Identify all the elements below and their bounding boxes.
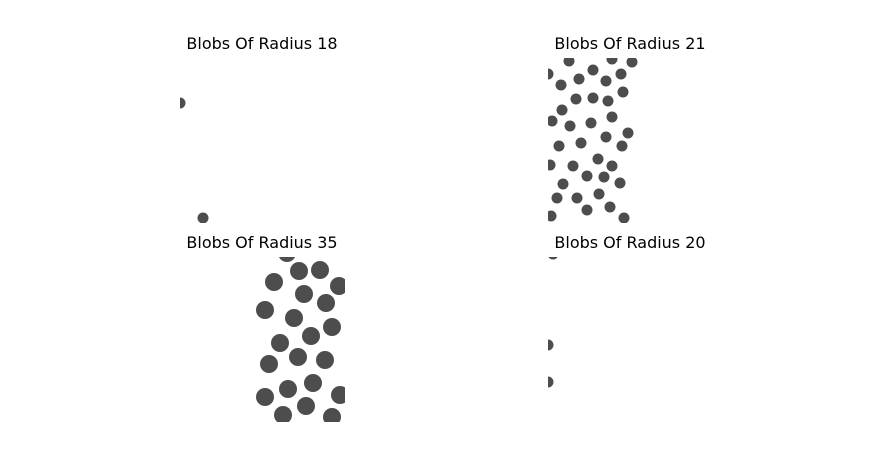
blob — [548, 210, 557, 222]
blob — [571, 192, 583, 204]
blob — [606, 111, 618, 123]
blob — [581, 170, 593, 182]
blob — [587, 92, 599, 104]
blob — [587, 64, 599, 76]
blob — [323, 318, 341, 336]
panel-title: Blobs Of Radius 35 — [186, 233, 337, 252]
blob — [585, 117, 597, 129]
blob — [553, 140, 565, 152]
blob — [271, 334, 289, 352]
blob — [581, 204, 593, 216]
blob-layer — [548, 257, 558, 388]
blob — [304, 374, 322, 392]
blob — [618, 212, 630, 223]
blob — [548, 376, 554, 388]
blob — [548, 257, 558, 260]
blob — [330, 277, 345, 295]
blob — [614, 177, 626, 189]
blob — [622, 127, 634, 139]
blob — [626, 58, 638, 68]
blob — [600, 131, 612, 143]
blob — [616, 140, 628, 152]
blob — [570, 93, 582, 105]
blob — [289, 348, 307, 366]
blob — [563, 58, 575, 67]
blob — [256, 301, 274, 319]
blob — [285, 309, 303, 327]
panel-radius-35: Blobs Of Radius 35 — [186, 233, 345, 422]
blob — [556, 104, 568, 116]
blob — [302, 327, 320, 345]
blob — [555, 79, 567, 91]
blob — [600, 75, 612, 87]
panel-title: Blobs Of Radius 18 — [186, 34, 337, 53]
blob — [575, 137, 587, 149]
blob — [564, 120, 576, 132]
blob — [606, 58, 618, 65]
blob — [260, 355, 278, 373]
blob — [593, 188, 605, 200]
blob — [548, 159, 556, 171]
blob — [573, 73, 585, 85]
blob — [278, 257, 296, 262]
blob — [615, 68, 627, 80]
blob — [617, 86, 629, 98]
blob — [311, 261, 329, 279]
blob — [274, 406, 292, 422]
panel-radius-18: Blobs Of Radius 18 — [180, 34, 338, 223]
blob — [297, 397, 315, 415]
blob — [548, 339, 554, 351]
blob — [197, 212, 209, 223]
blob — [256, 388, 274, 406]
blob-layer — [180, 97, 209, 223]
panel-radius-21: Blobs Of Radius 21 — [548, 34, 706, 223]
blob-layer — [256, 257, 345, 422]
blob — [551, 192, 563, 204]
blob — [606, 160, 618, 172]
blob — [290, 262, 308, 280]
blob — [317, 294, 335, 312]
blob — [557, 178, 569, 190]
panel-title: Blobs Of Radius 20 — [554, 233, 705, 252]
blob — [180, 97, 186, 109]
blob — [331, 386, 345, 404]
blob — [602, 95, 614, 107]
blob — [548, 68, 554, 80]
blob — [265, 273, 283, 291]
blob — [323, 408, 341, 422]
blob — [295, 285, 313, 303]
panel-radius-20: Blobs Of Radius 20 — [548, 233, 706, 388]
blob — [316, 351, 334, 369]
blob — [604, 201, 616, 213]
blob — [598, 171, 610, 183]
blob — [567, 160, 579, 172]
blob — [548, 115, 558, 127]
blob — [279, 380, 297, 398]
blob-layer — [548, 58, 638, 223]
panel-title: Blobs Of Radius 21 — [554, 34, 705, 53]
blob — [592, 153, 604, 165]
